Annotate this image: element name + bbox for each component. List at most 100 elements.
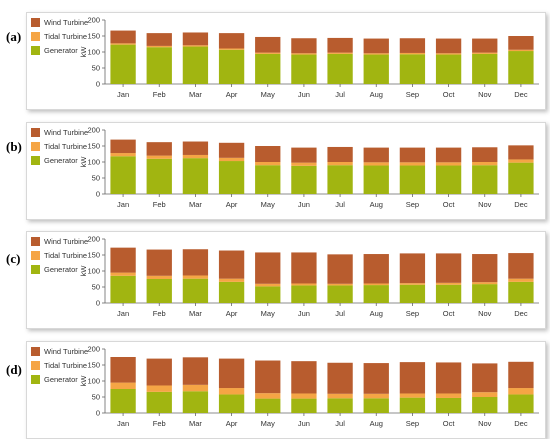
- x-tick-label: Jan: [117, 200, 129, 209]
- legend-item-generator: Generator: [31, 153, 88, 167]
- bar-generator-mar: [182, 158, 209, 194]
- bar-generator-may: [255, 53, 281, 84]
- x-tick-label: Nov: [478, 200, 492, 209]
- legend-label-wind: Wind Turbine: [44, 346, 89, 356]
- chart-panel-c: 0 50 100 150 200 kW Jan Feb Mar Apr May Jun Jul Aug Se…: [26, 231, 546, 329]
- y-tick-label: 50: [92, 174, 100, 183]
- panel-label-b: (b): [6, 139, 22, 154]
- bar-tidal-turbine-may: [255, 162, 281, 166]
- bar-generator-jun: [291, 165, 317, 194]
- bar-generator-nov: [472, 53, 498, 84]
- legend-label-tidal: Tidal Turbine: [44, 360, 88, 370]
- bar-generator-aug: [363, 285, 389, 303]
- bar-wind-turbine-oct: [435, 147, 462, 163]
- x-tick-label: Jun: [298, 200, 310, 209]
- bar-generator-apr: [218, 161, 245, 194]
- x-tick-label: Sep: [406, 200, 419, 209]
- bar-wind-turbine-jul: [327, 254, 353, 284]
- bar-tidal-turbine-sep: [399, 162, 426, 166]
- bar-generator-dec: [508, 51, 534, 84]
- x-tick-label: Feb: [153, 419, 166, 428]
- bar-wind-turbine-nov: [472, 363, 498, 393]
- legend-swatch-wind: [31, 127, 40, 137]
- panel-label-a: (a): [6, 29, 22, 44]
- bar-generator-jun: [291, 285, 317, 303]
- bar-tidal-turbine-jul: [327, 52, 353, 54]
- bar-wind-turbine-jul: [327, 37, 353, 53]
- bar-wind-turbine-feb: [146, 33, 172, 46]
- bar-wind-turbine-mar: [182, 141, 209, 155]
- bar-generator-mar: [182, 278, 209, 303]
- legend-a: Wind Turbine Tidal Turbine Generator: [31, 15, 88, 57]
- bar-generator-sep: [399, 54, 426, 84]
- bar-wind-turbine-may: [255, 36, 281, 53]
- stacked-bar-chart-b: 0 50 100 150 200 kW Jan Feb Mar Apr May Jun Jul Aug Se…: [79, 126, 539, 209]
- bar-generator-may: [255, 165, 281, 194]
- bar-generator-jun: [291, 54, 317, 84]
- bar-tidal-turbine-apr: [218, 48, 245, 50]
- y-tick-label: 150: [87, 32, 100, 41]
- legend-item-tidal: Tidal Turbine: [31, 139, 88, 153]
- bar-generator-mar: [182, 391, 209, 413]
- bar-wind-turbine-aug: [363, 254, 389, 284]
- bar-tidal-turbine-nov: [472, 162, 498, 166]
- x-tick-label: Mar: [189, 90, 202, 99]
- bar-wind-turbine-jun: [291, 361, 317, 394]
- x-tick-label: Sep: [406, 309, 419, 318]
- stacked-bar-chart-c: 0 50 100 150 200 kW Jan Feb Mar Apr May Jun Jul Aug Se…: [79, 235, 539, 318]
- bar-wind-turbine-mar: [182, 357, 209, 385]
- legend-item-generator: Generator: [31, 262, 88, 276]
- panel-label-d: (d): [6, 362, 22, 377]
- y-tick-label: 200: [87, 235, 100, 244]
- legend-swatch-tidal: [31, 141, 40, 151]
- bar-wind-turbine-jan: [110, 357, 136, 383]
- y-axis-label: kW: [79, 46, 88, 58]
- x-tick-label: Aug: [370, 419, 383, 428]
- x-tick-label: Jan: [117, 309, 129, 318]
- bar-tidal-turbine-oct: [435, 282, 462, 285]
- chart-panel-d: 0 50 100 150 200 kW Jan Feb Mar Apr May Jun Jul Aug Se…: [26, 341, 546, 439]
- x-tick-label: Oct: [443, 419, 456, 428]
- x-tick-label: Oct: [443, 200, 456, 209]
- bar-tidal-turbine-may: [255, 283, 281, 287]
- x-tick-label: May: [261, 309, 275, 318]
- bar-wind-turbine-nov: [472, 38, 498, 53]
- bar-wind-turbine-feb: [146, 249, 172, 276]
- legend-item-generator: Generator: [31, 372, 88, 386]
- bar-wind-turbine-jul: [327, 146, 353, 162]
- bar-wind-turbine-oct: [435, 253, 462, 283]
- bar-wind-turbine-dec: [508, 361, 534, 389]
- bar-generator-sep: [399, 397, 426, 413]
- bar-generator-feb: [146, 47, 172, 84]
- bar-wind-turbine-aug: [363, 147, 389, 163]
- legend-b: Wind Turbine Tidal Turbine Generator: [31, 125, 88, 167]
- legend-item-wind: Wind Turbine: [31, 15, 88, 29]
- x-tick-label: Sep: [406, 419, 419, 428]
- bar-generator-nov: [472, 165, 498, 194]
- x-tick-label: Dec: [514, 200, 528, 209]
- bar-tidal-turbine-dec: [508, 49, 534, 52]
- bar-tidal-turbine-mar: [182, 154, 209, 159]
- bar-tidal-turbine-oct: [435, 162, 462, 166]
- x-tick-label: Mar: [189, 419, 202, 428]
- y-tick-label: 150: [87, 142, 100, 151]
- bar-tidal-turbine-apr: [218, 388, 245, 395]
- stacked-bar-chart-a: 0 50 100 150 200 kW Jan Feb Mar Apr May Jun Jul Aug Se…: [79, 16, 539, 99]
- bar-tidal-turbine-jan: [110, 43, 136, 45]
- bar-wind-turbine-oct: [435, 362, 462, 394]
- bar-tidal-turbine-feb: [146, 385, 172, 392]
- bar-generator-jul: [327, 53, 353, 84]
- x-tick-label: Mar: [189, 309, 202, 318]
- y-tick-label: 100: [87, 377, 100, 386]
- legend-item-generator: Generator: [31, 43, 88, 57]
- bar-wind-turbine-jun: [291, 38, 317, 54]
- bar-wind-turbine-dec: [508, 36, 534, 50]
- legend-item-wind: Wind Turbine: [31, 344, 88, 358]
- bar-wind-turbine-jan: [110, 247, 136, 273]
- legend-label-generator: Generator: [44, 374, 78, 384]
- bar-generator-jan: [110, 389, 136, 413]
- bar-tidal-turbine-jun: [291, 393, 317, 399]
- bar-tidal-turbine-aug: [363, 283, 389, 286]
- legend-item-tidal: Tidal Turbine: [31, 358, 88, 372]
- x-tick-label: Jul: [335, 419, 345, 428]
